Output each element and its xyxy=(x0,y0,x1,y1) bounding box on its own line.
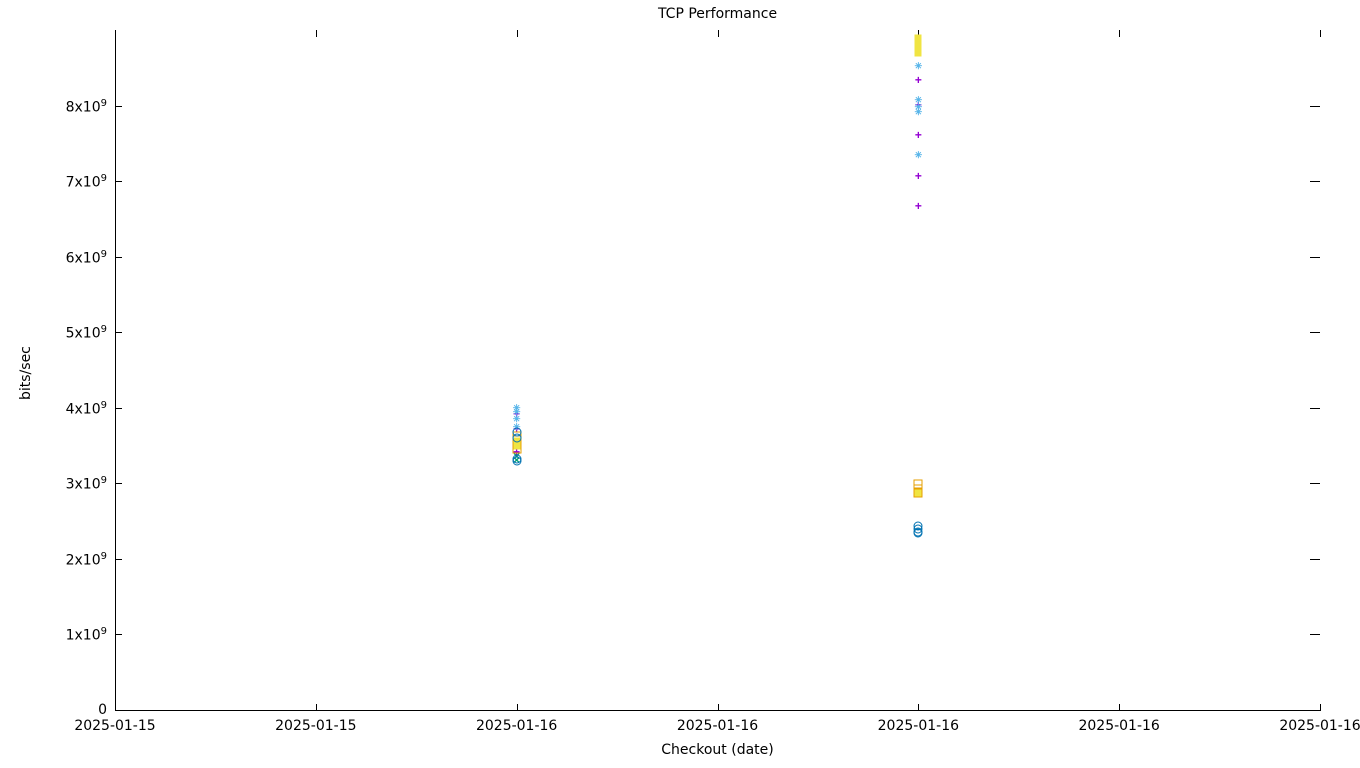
data-point xyxy=(513,438,520,445)
data-point xyxy=(915,39,922,46)
x-tick-label: 2025-01-16 xyxy=(476,718,557,734)
y-tick-label: 0 xyxy=(98,702,107,718)
data-point: ✳ xyxy=(513,413,520,425)
tcp-performance-chart: TCP Performance bits/sec Checkout (date)… xyxy=(0,0,1360,768)
data-point: + xyxy=(915,100,922,112)
y-tick-label: 1x109 xyxy=(66,626,107,644)
x-tick-label: 2025-01-16 xyxy=(878,718,959,734)
data-point: ✳ xyxy=(915,101,922,113)
data-point xyxy=(914,485,923,494)
x-tick-label: 2025-01-16 xyxy=(1078,718,1159,734)
data-point: ✳ xyxy=(915,94,922,106)
data-point: + xyxy=(513,424,520,436)
y-tick-label: 5x109 xyxy=(66,324,107,342)
data-point: + xyxy=(915,171,922,183)
y-tick-label: 8x109 xyxy=(66,98,107,116)
data-point xyxy=(915,490,922,497)
y-tick-label: 2x109 xyxy=(66,551,107,569)
data-point xyxy=(512,432,521,441)
data-point: ✳ xyxy=(513,421,520,433)
data-point xyxy=(914,521,923,530)
x-tick-label: 2025-01-16 xyxy=(1279,718,1360,734)
data-point xyxy=(915,49,922,56)
data-point xyxy=(915,45,922,52)
y-tick-label: 3x109 xyxy=(66,475,107,493)
data-point: × xyxy=(513,455,520,467)
x-axis-label: Checkout (date) xyxy=(661,742,773,758)
data-point xyxy=(512,455,521,464)
data-point xyxy=(914,480,923,489)
data-point xyxy=(512,445,521,454)
data-point: × xyxy=(513,451,520,463)
data-point xyxy=(512,434,521,443)
data-point xyxy=(914,529,923,538)
data-point: ✳ xyxy=(513,406,520,418)
data-point: + xyxy=(915,201,922,213)
data-point xyxy=(914,527,923,536)
data-point: ✳ xyxy=(513,402,520,414)
y-axis-label: bits/sec xyxy=(18,346,34,400)
data-point xyxy=(914,524,923,533)
data-point: ✳ xyxy=(915,60,922,72)
data-point xyxy=(512,435,521,444)
data-point: × xyxy=(915,487,922,499)
data-point: ✳ xyxy=(915,149,922,161)
y-tick-label: 4x109 xyxy=(66,400,107,418)
y-tick-label: 7x109 xyxy=(66,173,107,191)
data-point: × xyxy=(915,489,922,501)
x-tick-label: 2025-01-15 xyxy=(275,718,356,734)
data-point xyxy=(914,489,923,498)
data-point: + xyxy=(513,447,520,459)
data-point xyxy=(512,427,521,436)
data-point xyxy=(512,457,521,466)
data-point: + xyxy=(915,130,922,142)
chart-title: TCP Performance xyxy=(658,6,777,22)
x-tick-label: 2025-01-16 xyxy=(677,718,758,734)
y-tick-label: 6x109 xyxy=(66,249,107,267)
x-tick-label: 2025-01-15 xyxy=(74,718,155,734)
y-axis-line xyxy=(115,30,116,710)
data-point: ✳ xyxy=(915,106,922,118)
data-point: + xyxy=(915,75,922,87)
data-point xyxy=(513,442,520,449)
data-point: + xyxy=(513,409,520,421)
